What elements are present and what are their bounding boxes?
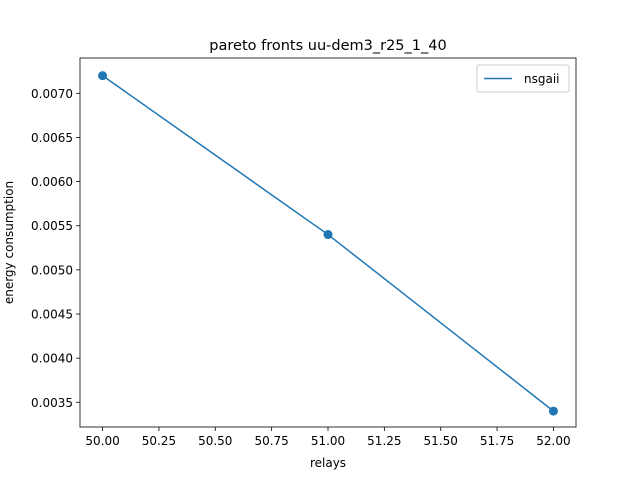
x-tick-label: 51.00 (311, 434, 345, 448)
plot-frame (79, 57, 577, 428)
x-axis-ticks: 50.00 50.25 50.50 50.75 51.00 51.25 51.50 51.75… (85, 427, 571, 448)
y-tick-label: 0.0055 (31, 219, 73, 233)
legend: nsgaii (476, 64, 570, 93)
y-tick-label: 0.0065 (31, 131, 73, 145)
x-tick-label: 51.50 (424, 434, 458, 448)
legend-box (476, 64, 570, 93)
y-tick-label: 0.0040 (31, 352, 73, 366)
series-layer (98, 71, 558, 416)
x-axis-label: relays (310, 456, 346, 470)
x-tick-label: 50.50 (198, 434, 232, 448)
x-tick-label: 51.25 (367, 434, 401, 448)
y-tick-label: 0.0045 (31, 308, 73, 322)
data-point (548, 406, 558, 416)
y-tick-label: 0.0050 (31, 263, 73, 277)
x-tick-label: 52.00 (536, 434, 570, 448)
data-point (98, 71, 108, 81)
x-tick-label: 50.00 (85, 434, 119, 448)
plot-area (80, 58, 576, 427)
x-tick-label: 50.25 (142, 434, 176, 448)
y-tick-label: 0.0060 (31, 175, 73, 189)
x-tick-label: 51.75 (480, 434, 514, 448)
y-tick-label: 0.0035 (31, 396, 73, 410)
y-tick-label: 0.0070 (31, 87, 73, 101)
x-tick-label: 50.75 (254, 434, 288, 448)
data-point (323, 230, 333, 240)
y-axis-ticks: 0.0035 0.0040 0.0045 0.0050 0.0055 0.0060 0.00… (31, 87, 80, 410)
legend-label-nsgaii: nsgaii (524, 72, 560, 86)
chart-title: pareto fronts uu-dem3_r25_1_40 (209, 38, 446, 54)
y-axis-label: energy consumption (2, 181, 16, 304)
